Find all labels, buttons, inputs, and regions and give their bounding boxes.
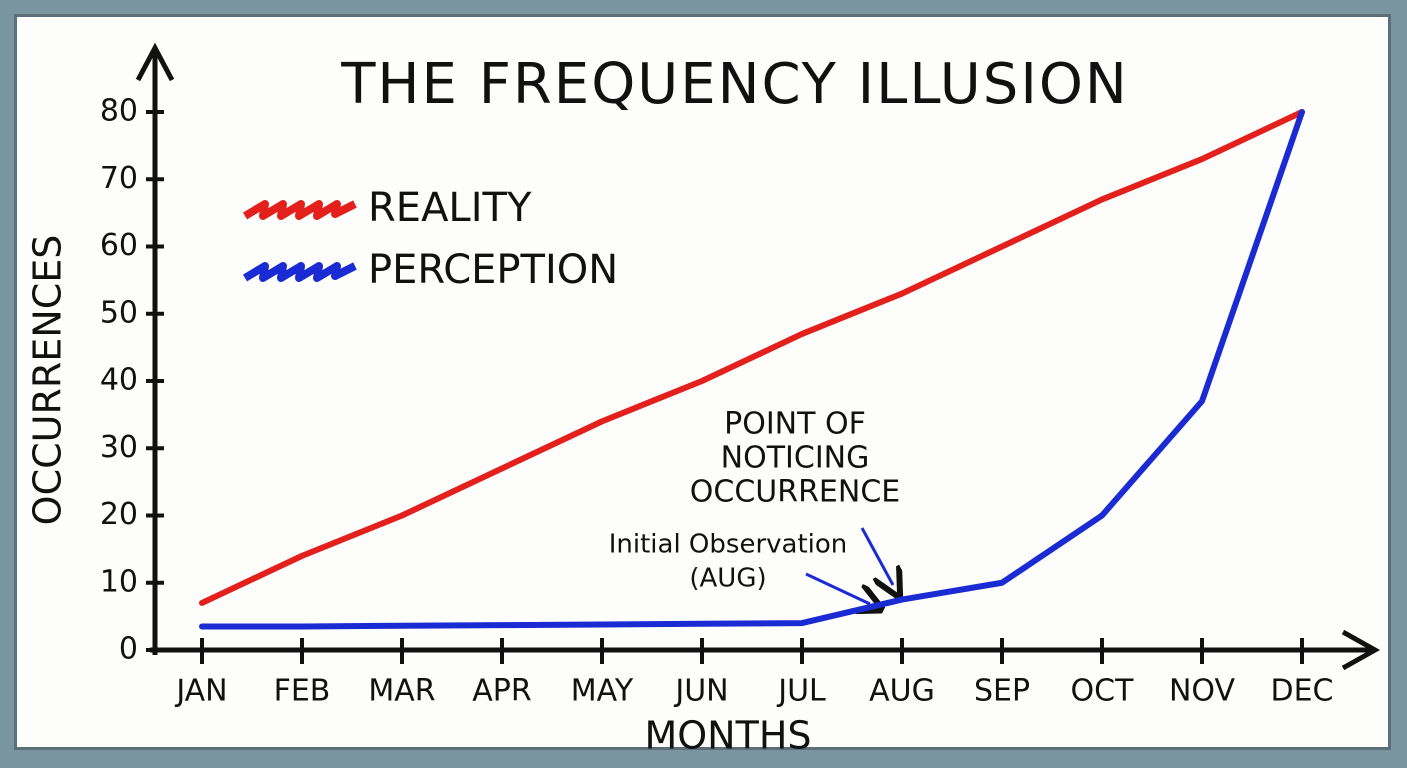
legend-label: REALITY — [368, 185, 532, 231]
y-tick-label: 20 — [100, 497, 138, 532]
x-tick-label: MAR — [368, 674, 435, 709]
y-tick-label: 30 — [100, 430, 138, 465]
y-tick-label: 60 — [100, 228, 138, 263]
y-tick-label: 10 — [100, 564, 138, 599]
x-tick-label: JAN — [174, 674, 227, 709]
x-tick-label: JUL — [776, 674, 826, 709]
x-tick-label: DEC — [1270, 674, 1333, 709]
x-tick-label: MAY — [571, 674, 634, 709]
y-axis-arrow — [135, 42, 175, 82]
y-tick-label: 0 — [119, 632, 138, 667]
series-line — [199, 109, 1305, 606]
arrows — [805, 527, 893, 604]
y-tick-label: 70 — [100, 161, 138, 196]
series-line — [199, 109, 1305, 630]
annotation: NOTICING — [721, 441, 870, 476]
x-axis-label: MONTHS — [644, 714, 811, 758]
legend-label: PERCEPTION — [368, 247, 618, 293]
x-tick-label: APR — [472, 674, 531, 709]
annotation: OCCURRENCE — [690, 475, 900, 510]
y-tick-label: 80 — [100, 94, 138, 129]
x-tick-label: AUG — [869, 674, 935, 709]
x-tick-label: JUN — [673, 674, 728, 709]
legend-swatch — [242, 262, 357, 282]
annotation: Initial Observation — [609, 530, 848, 560]
y-tick-label: 40 — [100, 363, 138, 398]
y-axis-label: OCCURRENCES — [26, 235, 70, 526]
x-tick-label: NOV — [1169, 674, 1236, 709]
x-tick-label: OCT — [1071, 674, 1135, 709]
x-axis-arrow — [1341, 629, 1381, 671]
x-tick-label: FEB — [274, 674, 331, 709]
legend-swatch — [242, 200, 357, 220]
annotation: (AUG) — [689, 564, 766, 594]
x-tick-label: SEP — [974, 674, 1030, 709]
chart-title: THE FREQUENCY ILLUSION — [340, 52, 1129, 117]
y-tick-label: 50 — [100, 295, 138, 330]
annotation: POINT OF — [724, 407, 866, 442]
